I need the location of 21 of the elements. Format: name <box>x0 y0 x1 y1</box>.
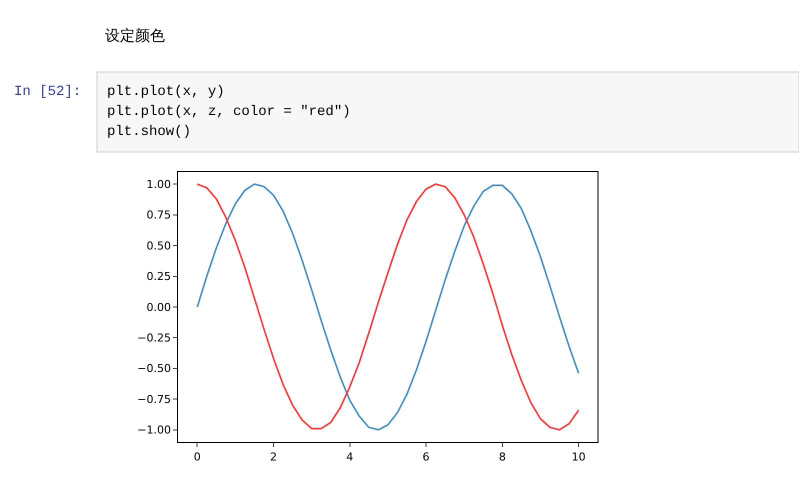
y-tick-label: 0.00 <box>146 300 171 314</box>
text: plt.plot(x, z, color = "red") <box>107 104 351 120</box>
x-tick-label: 6 <box>422 450 430 464</box>
y-tick-label: 1.00 <box>146 178 171 191</box>
x-tick-label: 8 <box>498 450 506 464</box>
chart-title: 设定颜色 <box>105 26 165 44</box>
y-tick-label: 0.75 <box>146 208 171 222</box>
y-tick-label: 0.25 <box>146 270 171 284</box>
text: In [52]: <box>14 84 82 100</box>
y-tick-label: −0.75 <box>137 392 171 406</box>
x-tick-label: 4 <box>346 450 354 464</box>
y-tick-label: −0.50 <box>137 362 171 376</box>
text: plt.plot(x, y) <box>107 84 225 100</box>
x-tick-label: 2 <box>270 450 278 464</box>
line-series <box>196 183 580 431</box>
x-tick-label: 0 <box>194 450 201 464</box>
x-tick-label: 10 <box>572 450 586 464</box>
y-tick-label: −0.25 <box>137 332 171 345</box>
y-tick-label: 0.50 <box>146 239 171 252</box>
text: plt.show() <box>107 124 192 140</box>
y-tick-label: −1.00 <box>137 424 171 437</box>
